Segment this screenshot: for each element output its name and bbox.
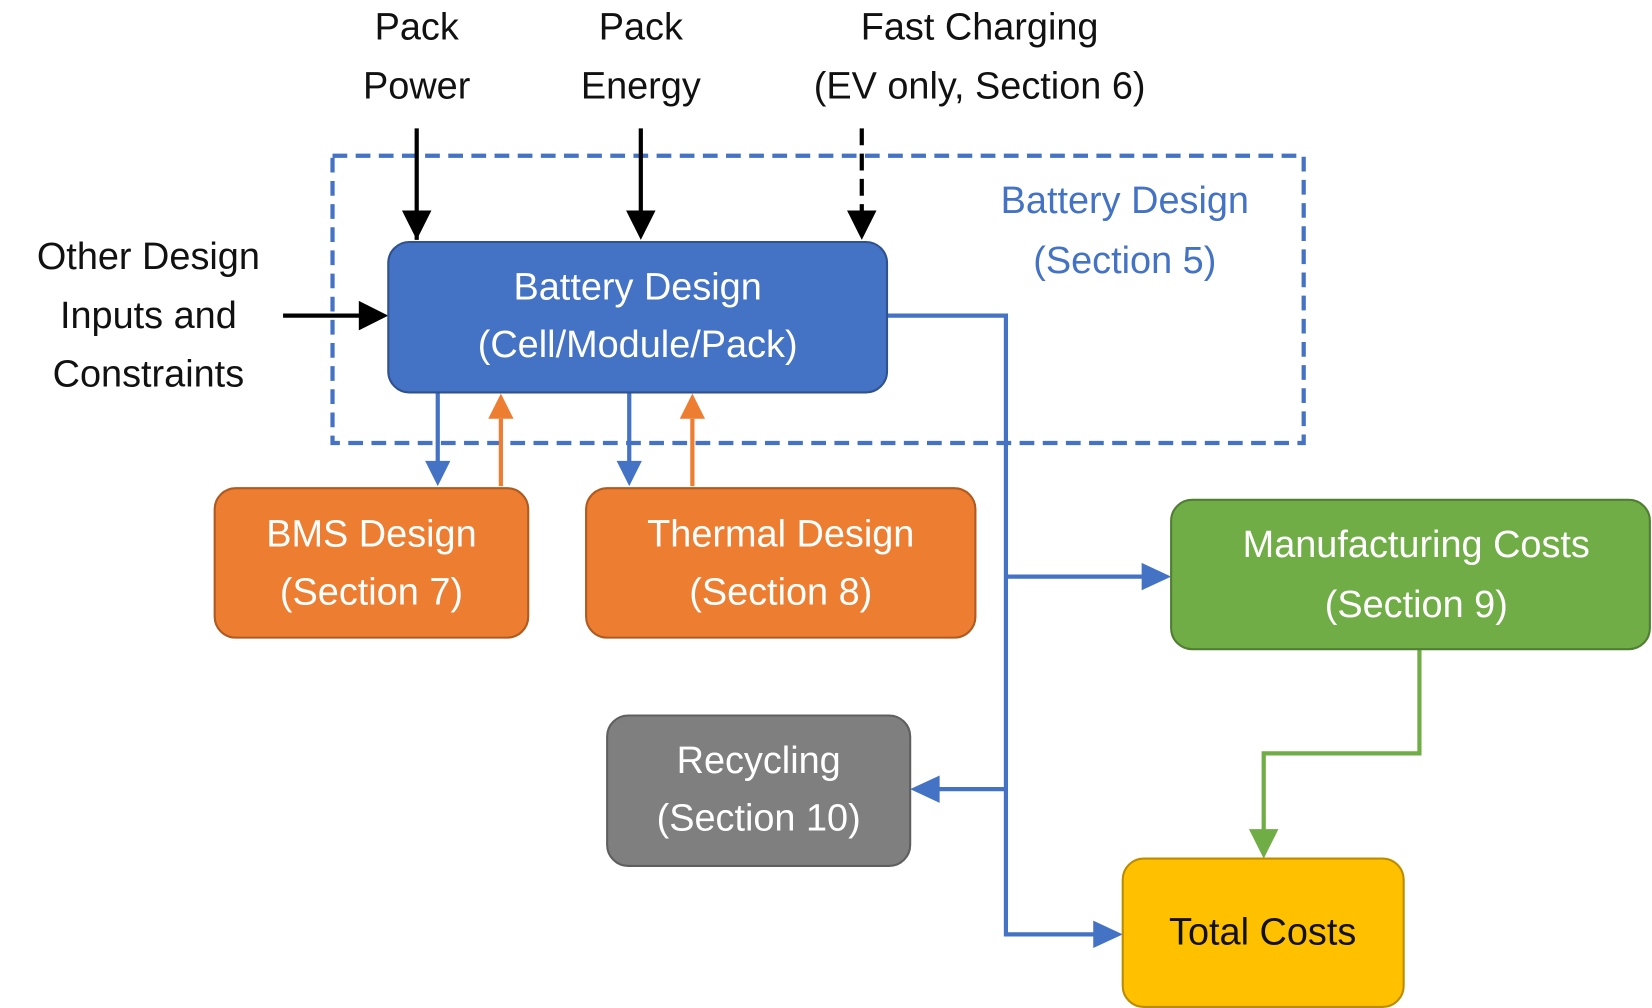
- total-costs-box: [1121, 857, 1405, 1008]
- arrowhead: [626, 210, 656, 240]
- region-label: Battery Design: [1001, 180, 1249, 222]
- input-label: (EV only, Section 6): [814, 65, 1146, 107]
- input-label: Constraints: [53, 354, 244, 396]
- node-label: (Section 8): [689, 571, 872, 613]
- node-label: Recycling: [677, 740, 841, 782]
- manufacturing-box: [1170, 498, 1651, 651]
- node-label: Thermal Design: [647, 514, 914, 556]
- arrowhead: [847, 210, 877, 240]
- thermal-design-box: [585, 487, 977, 639]
- input-label: Power: [363, 65, 470, 107]
- node-label: Battery Design: [514, 266, 762, 308]
- arrowhead: [425, 460, 451, 487]
- input-label: Other Design: [37, 236, 260, 278]
- node-label: (Cell/Module/Pack): [478, 324, 798, 366]
- arrowhead: [910, 775, 940, 803]
- arrowhead: [401, 210, 432, 240]
- node-label: (Section 7): [280, 571, 463, 613]
- arrowhead: [616, 460, 642, 487]
- input-label: Pack: [375, 6, 459, 48]
- arrowhead: [679, 393, 705, 419]
- node-label: Manufacturing Costs: [1243, 524, 1590, 566]
- arrowhead: [488, 393, 514, 419]
- region-label: (Section 5): [1033, 240, 1216, 282]
- recycling-box: [606, 714, 912, 868]
- arrowhead: [1248, 829, 1279, 859]
- node-label: (Section 9): [1325, 584, 1508, 626]
- arrowhead: [1093, 920, 1123, 949]
- bms-design-box: [213, 487, 530, 639]
- arrow: [1261, 649, 1422, 834]
- node-label: Total Costs: [1169, 911, 1356, 953]
- battery-design-region: [330, 153, 1306, 446]
- input-label: Pack: [599, 6, 683, 48]
- input-label: Inputs and: [60, 295, 237, 337]
- cost-flow-line: [887, 313, 1096, 937]
- battery-design-box: [387, 240, 889, 394]
- arrowhead: [358, 300, 389, 331]
- arrowhead: [1141, 562, 1172, 591]
- input-label: Energy: [581, 65, 701, 107]
- input-label: Fast Charging: [861, 6, 1099, 48]
- node-label: BMS Design: [266, 514, 476, 556]
- node-label: (Section 10): [657, 798, 861, 840]
